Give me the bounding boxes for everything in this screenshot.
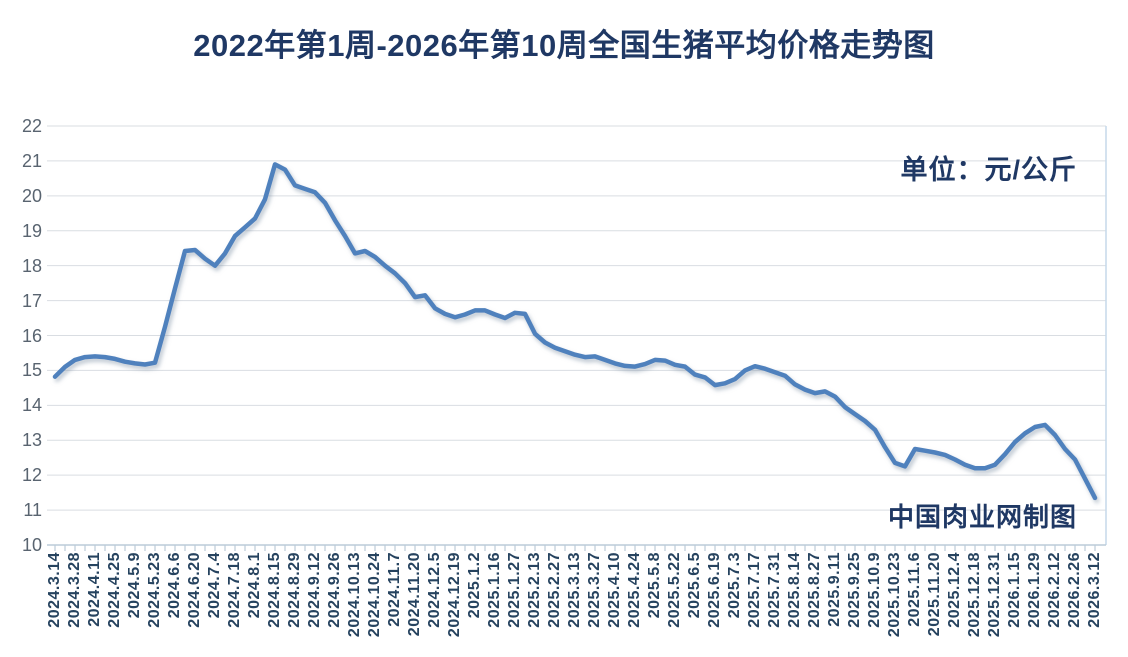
x-axis-label: 2025.2.13	[526, 552, 543, 628]
y-axis-label: 15	[21, 360, 42, 381]
credit-label: 中国肉业网制图	[887, 502, 1077, 532]
x-axis-label: 2025.8.14	[786, 552, 803, 628]
x-axis-label: 2025.5.22	[666, 552, 683, 628]
y-axis-label: 21	[21, 150, 42, 171]
y-axis-label: 12	[21, 465, 42, 486]
y-axis-label: 13	[21, 430, 42, 451]
x-axis-label: 2025.9.11	[826, 552, 843, 627]
x-axis-label: 2024.3.14	[46, 552, 63, 628]
y-axis-label: 11	[23, 500, 42, 521]
x-axis-label: 2025.2.27	[546, 552, 563, 628]
x-axis-label: 2024.7.18	[226, 552, 243, 628]
x-axis-label: 2024.6.20	[186, 552, 203, 628]
x-axis-label: 2024.12.19	[446, 552, 463, 638]
x-axis-label: 2026.2.26	[1066, 552, 1083, 628]
y-axis-label: 17	[21, 290, 42, 311]
x-axis-label: 2025.1.16	[486, 552, 503, 628]
x-axis-label: 2024.8.29	[286, 552, 303, 628]
x-axis-label: 2026.1.15	[1006, 552, 1023, 628]
x-axis-label: 2024.8.1	[246, 552, 263, 619]
y-axis-label: 10	[21, 535, 42, 555]
y-axis-label: 18	[21, 255, 42, 276]
x-axis-label: 2025.4.10	[606, 552, 623, 628]
x-axis-label: 2024.4.25	[106, 552, 123, 628]
x-axis-label: 2026.3.12	[1086, 552, 1103, 628]
x-axis-label: 2024.10.24	[366, 552, 383, 638]
x-axis-label: 2024.10.13	[346, 552, 363, 638]
y-axis-label: 14	[21, 395, 42, 416]
x-axis-label: 2025.8.27	[806, 552, 823, 628]
x-axis-label: 2025.1.2	[466, 552, 483, 619]
x-axis-label: 2025.7.31	[766, 552, 783, 628]
x-axis-label: 2025.9.25	[846, 552, 863, 628]
x-axis-label: 2024.3.28	[66, 552, 83, 628]
x-axis-label: 2024.9.26	[326, 552, 343, 628]
y-axis-label: 19	[21, 220, 42, 241]
chart-title: 2022年第1周-2026年第10周全国生猪平均价格走势图	[193, 28, 935, 63]
price-series-line	[52, 162, 1098, 501]
x-axis-label: 2025.6.5	[686, 552, 703, 619]
x-axis-label: 2025.4.24	[626, 552, 643, 628]
x-axis-label: 2025.10.9	[866, 552, 883, 628]
x-axis-label: 2025.7.3	[726, 552, 743, 619]
x-axis-label: 2024.8.15	[266, 552, 283, 628]
x-axis-label: 2025.6.19	[706, 552, 723, 628]
x-axis-label: 2025.12.4	[946, 552, 963, 628]
x-axis-label: 2026.2.12	[1046, 552, 1063, 628]
x-axis-label: 2024.4.11	[86, 552, 103, 627]
x-axis-label: 2025.3.27	[586, 552, 603, 628]
y-axis-label: 20	[21, 185, 42, 206]
x-axis-label: 2024.12.5	[426, 552, 443, 628]
y-axis-label: 16	[21, 325, 42, 346]
x-axis-label: 2025.12.31	[986, 552, 1003, 638]
x-axis-label: 2025.7.17	[746, 552, 763, 628]
x-axis-label: 2024.7.4	[206, 552, 223, 619]
x-axis-label: 2025.10.23	[886, 552, 903, 638]
x-axis-label: 2025.12.18	[966, 552, 983, 638]
x-axis-label: 2024.11.7	[386, 552, 403, 627]
x-axis-label: 2026.1.29	[1026, 552, 1043, 628]
unit-label: 单位：元/公斤	[900, 155, 1077, 185]
x-axis-label: 2025.5.8	[646, 552, 663, 619]
x-axis-label: 2024.9.12	[306, 552, 323, 628]
x-axis-label: 2024.11.20	[406, 552, 423, 637]
x-axis-label: 2024.5.9	[126, 552, 143, 619]
x-axis-label: 2025.1.27	[506, 552, 523, 628]
x-axis-label: 2024.6.6	[166, 552, 183, 619]
x-axis-label: 2024.5.23	[146, 552, 163, 628]
x-axis-label: 2025.3.13	[566, 552, 583, 628]
x-axis-label: 2025.11.20	[926, 552, 943, 637]
x-axis-label: 2025.11.6	[906, 552, 923, 627]
y-axis-label: 22	[21, 116, 42, 136]
